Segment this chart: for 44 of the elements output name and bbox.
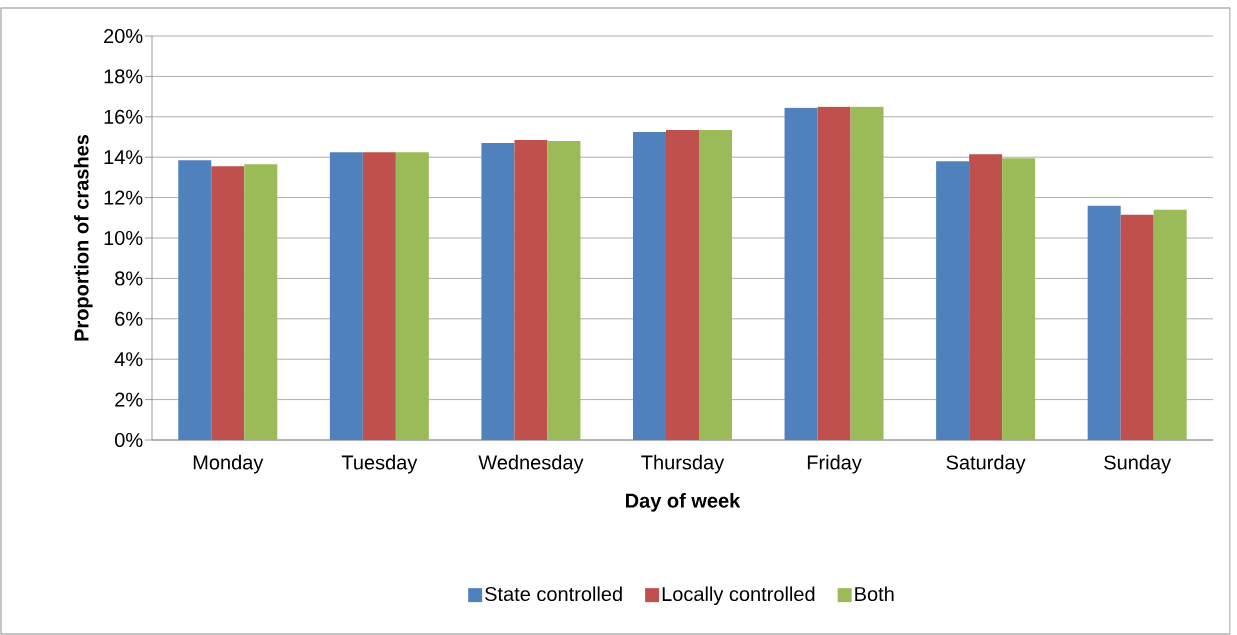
x-tick-label: Wednesday [478,454,584,474]
x-tick-label: Monday [193,454,264,474]
bar [784,107,818,440]
bar [514,140,548,440]
bar [244,164,278,440]
bar [1153,209,1187,440]
bar [632,131,666,440]
y-tick-label: 14% [104,150,143,165]
bar [1002,158,1036,440]
bar [395,152,429,440]
bar [817,106,851,440]
bar [936,161,970,440]
legend-label: Both [855,586,894,602]
y-axis-title: Proportion of crashes [73,134,93,341]
y-tick-label: 18% [104,69,143,84]
x-tick-label: Friday [807,454,862,474]
x-tick-label: Thursday [641,454,725,474]
y-tick-label: 12% [104,190,143,205]
bar [969,154,1003,440]
x-tick-label: Tuesday [341,454,418,474]
bar [329,152,363,440]
x-tick-label: Sunday [1104,454,1172,474]
bar [1120,214,1154,440]
y-tick-label: 16% [104,109,143,124]
y-tick-label: 20% [104,28,143,44]
bar [362,152,396,440]
x-tick-label: Saturday [946,454,1026,474]
y-tick-label: 6% [115,311,143,326]
y-tick-label: 8% [115,271,143,286]
bar [481,143,515,440]
bar [698,129,732,440]
y-tick-label: 0% [115,432,143,448]
legend-label: Locally controlled [662,586,815,606]
y-tick-label: 4% [114,352,143,367]
bar [850,106,884,440]
bar [665,129,699,440]
bar [211,166,245,440]
legend-label: State controlled [485,586,622,602]
bar [547,141,581,440]
bar [178,160,212,440]
bar [1087,205,1121,440]
x-axis-title: Day of week [626,493,741,512]
y-tick-label: 2% [115,392,143,407]
y-tick-label: 10% [104,230,143,246]
